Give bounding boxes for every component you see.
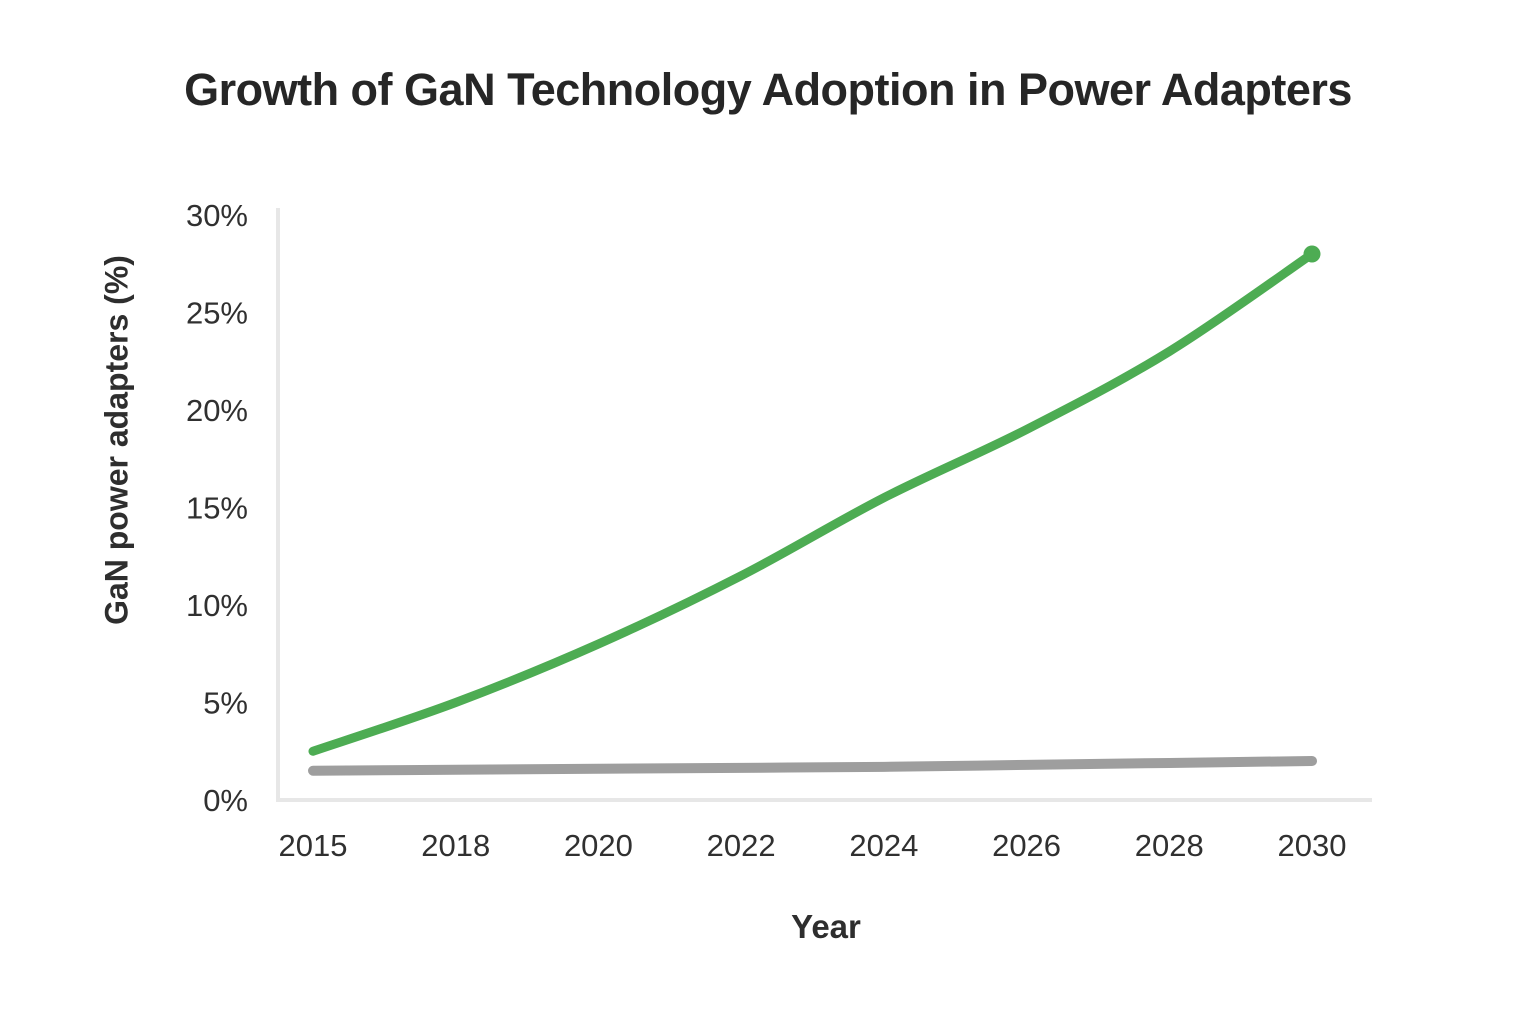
y-tick-label: 0% xyxy=(203,783,248,818)
x-tick-label: 2020 xyxy=(564,828,633,863)
x-tick-label: 2028 xyxy=(1135,828,1204,863)
y-tick-label: 25% xyxy=(186,296,248,331)
x-tick-label: 2022 xyxy=(707,828,776,863)
y-tick-label: 20% xyxy=(186,393,248,428)
x-tick-label: 2026 xyxy=(992,828,1061,863)
chart-title: Growth of GaN Technology Adoption in Pow… xyxy=(184,64,1352,115)
series-end-dot-green-line-gan-adoption xyxy=(1303,245,1321,263)
x-tick-label: 2030 xyxy=(1278,828,1347,863)
x-tick-label: 2018 xyxy=(421,828,490,863)
y-tick-label: 10% xyxy=(186,588,248,623)
series-line-green-line-gan-adoption xyxy=(308,249,1317,756)
x-axis-title: Year xyxy=(791,908,861,945)
x-tick-label: 2015 xyxy=(279,828,348,863)
series-line-gray-line-baseline xyxy=(308,756,1317,776)
y-tick-label: 15% xyxy=(186,491,248,526)
y-tick-label: 5% xyxy=(203,686,248,721)
y-tick-label: 30% xyxy=(186,198,248,233)
x-tick-label: 2024 xyxy=(849,828,918,863)
